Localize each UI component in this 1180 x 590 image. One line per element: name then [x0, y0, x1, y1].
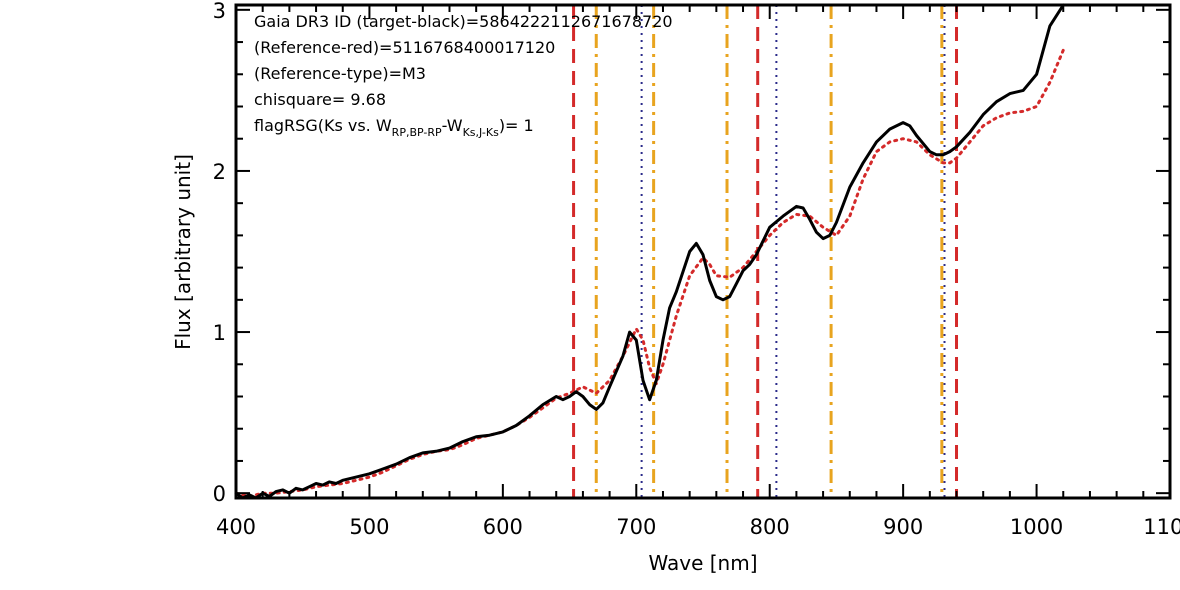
annotation-block: Gaia DR3 ID (target-black)=5864222112671…: [254, 12, 673, 139]
x-tick-label: 600: [483, 515, 523, 539]
y-tick-label: 0: [213, 482, 226, 506]
flag-end: )= 1: [499, 116, 534, 135]
x-tick-label: 400: [216, 515, 256, 539]
y-tick-label: 1: [213, 321, 226, 345]
annotation-reference-type: (Reference-type)=M3: [254, 64, 426, 83]
spectral-line-markers: [572, 5, 959, 498]
annotation-reference-id: (Reference-red)=5116768400017120: [254, 38, 555, 57]
y-axis-title: Flux [arbitrary unit]: [171, 154, 195, 350]
x-tick-label: 700: [616, 515, 656, 539]
annotation-chisquare: chisquare= 9.68: [254, 90, 386, 109]
flag-sub-1: RP,BP-RP: [392, 126, 442, 139]
y-tick-label: 3: [213, 0, 226, 23]
y-tick-label: 2: [213, 160, 226, 184]
y-tick-labels: 0 1 2 3: [213, 0, 226, 506]
x-tick-label: 1000: [1010, 515, 1063, 539]
x-tick-label: 800: [750, 515, 790, 539]
plot-frame: [234, 3, 1172, 500]
x-tick-label: 500: [349, 515, 389, 539]
x-axis-title: Wave [nm]: [648, 551, 757, 575]
flag-sub-2: Ks,J-Ks: [463, 126, 499, 139]
series-group: [234, 3, 1065, 500]
flag-main: flagRSG(Ks vs. W: [254, 116, 392, 135]
axis-ticks: [235, 5, 1171, 498]
series-line-0: [234, 3, 1065, 500]
annotation-target-id: Gaia DR3 ID (target-black)=5864222112671…: [254, 12, 673, 31]
annotation-flag-rsg: flagRSG(Ks vs. WRP,BP-RP-WKs,J-Ks)= 1: [254, 116, 534, 139]
x-tick-label: 900: [883, 515, 923, 539]
flag-mid: -W: [442, 116, 463, 135]
